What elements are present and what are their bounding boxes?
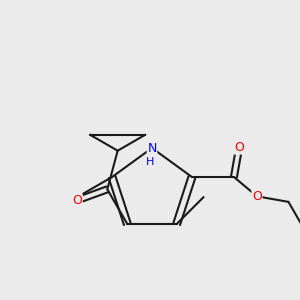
Text: O: O: [234, 141, 244, 154]
Text: O: O: [252, 190, 262, 203]
Text: N: N: [147, 142, 157, 154]
Text: H: H: [146, 157, 154, 167]
Text: O: O: [72, 194, 82, 207]
